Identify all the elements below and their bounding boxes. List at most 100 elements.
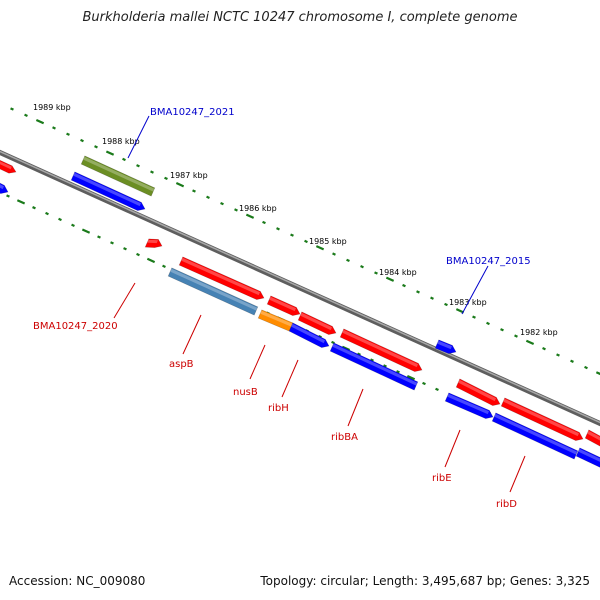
- inner-tick-mark: [146, 257, 156, 264]
- outer-tick-mark: [66, 132, 70, 136]
- tick-label: 1984 kbp: [379, 268, 417, 277]
- callout-label-bma10247-2015[interactable]: BMA10247_2015: [446, 256, 531, 267]
- gene-feature: [0, 182, 9, 194]
- outer-tick-mark: [416, 290, 420, 294]
- inner-tick-mark: [370, 358, 374, 362]
- callout-label-ribd[interactable]: ribD: [496, 499, 517, 510]
- outer-tick-mark: [24, 113, 28, 117]
- outer-tick-mark: [122, 157, 126, 162]
- tick-label: 1987 kbp: [170, 171, 208, 180]
- inner-tick-mark: [422, 381, 426, 386]
- outer-tick-mark: [374, 271, 378, 275]
- inner-tick-mark: [16, 199, 26, 205]
- inner-tick-mark: [81, 228, 91, 234]
- gene-feature-ribBA: [329, 342, 419, 391]
- outer-tick-mark: [472, 315, 476, 319]
- callout-label-nusb[interactable]: nusB: [233, 387, 258, 398]
- inner-tick-mark: [383, 364, 387, 368]
- callout-label-ribe[interactable]: ribE: [432, 473, 452, 484]
- callout-line-ribba: [347, 388, 364, 427]
- callout-label-ribba[interactable]: ribBA: [331, 432, 358, 443]
- outer-tick-mark: [595, 371, 600, 376]
- outer-tick-mark: [500, 328, 504, 332]
- callout-label-ribh[interactable]: ribH: [268, 403, 289, 414]
- outer-tick-mark: [570, 359, 574, 363]
- callout-line-aspb: [182, 314, 202, 355]
- outer-tick-mark: [150, 170, 154, 174]
- callout-line-bma10247-2020: [113, 282, 136, 319]
- gene-feature-ribE: [444, 392, 494, 419]
- inner-tick-mark: [331, 340, 335, 345]
- inner-tick-mark: [32, 206, 36, 210]
- outer-tick-mark: [542, 347, 546, 351]
- outer-tick-mark: [290, 233, 294, 237]
- inner-tick-mark: [396, 370, 400, 374]
- outer-tick-mark: [10, 107, 14, 111]
- outer-tick-mark: [105, 150, 115, 156]
- outer-tick-mark: [245, 213, 255, 219]
- gene-feature: [297, 311, 337, 335]
- inner-tick-mark: [71, 223, 75, 227]
- outer-tick-mark: [175, 182, 185, 188]
- gene-feature: [288, 322, 330, 348]
- inner-tick-mark: [45, 211, 49, 216]
- tick-label: 1989 kbp: [33, 103, 71, 112]
- gene-feature-bma10247-2015: [434, 339, 457, 354]
- callout-line-ribe: [444, 429, 461, 468]
- gene-feature: [178, 256, 265, 300]
- callout-label-bma10247-2020[interactable]: BMA10247_2020: [33, 321, 118, 332]
- outer-tick-mark: [220, 201, 224, 206]
- gene-feature: [144, 238, 163, 248]
- inner-tick-mark: [58, 217, 62, 222]
- outer-tick-mark: [514, 334, 518, 338]
- outer-tick-mark: [262, 220, 266, 225]
- callout-line-nusb: [249, 344, 266, 380]
- inner-tick-mark: [110, 241, 114, 245]
- outer-tick-mark: [35, 118, 45, 125]
- outer-tick-mark: [430, 296, 434, 300]
- genome-summary: Topology: circular; Length: 3,495,687 bp…: [260, 574, 590, 588]
- tick-label: 1988 kbp: [102, 137, 140, 146]
- inner-tick-mark: [435, 387, 439, 392]
- callout-label-bma10247-2021[interactable]: BMA10247_2021: [150, 107, 235, 118]
- callout-label-aspb[interactable]: aspB: [169, 359, 194, 370]
- outer-tick-mark: [192, 189, 196, 193]
- outer-tick-mark: [402, 283, 406, 288]
- gene-feature: [575, 447, 600, 468]
- gene-feature-aspB: [167, 267, 259, 316]
- outer-tick-mark: [315, 245, 325, 251]
- outer-tick-mark: [94, 145, 98, 149]
- chromosome-backbone: [0, 149, 600, 427]
- gene-feature-bma10247-2021: [80, 155, 156, 197]
- tick-label: 1986 kbp: [239, 204, 277, 213]
- inner-tick-mark: [6, 194, 10, 198]
- outer-tick-mark: [444, 302, 448, 307]
- inner-tick-mark: [406, 374, 416, 381]
- gene-feature: [584, 429, 600, 447]
- outer-tick-mark: [360, 265, 364, 269]
- inner-tick-mark: [357, 352, 361, 356]
- map-title: Burkholderia mallei NCTC 10247 chromosom…: [82, 10, 518, 25]
- accession-label: Accession: NC_009080: [9, 574, 146, 588]
- gene-feature: [70, 171, 146, 211]
- gene-feature: [339, 328, 423, 372]
- inner-tick-mark: [162, 264, 166, 268]
- tick-label: 1982 kbp: [520, 328, 558, 337]
- outer-tick-mark: [206, 195, 210, 199]
- outer-tick-mark: [136, 164, 140, 168]
- callout-line-bma10247-2015: [461, 265, 489, 315]
- outer-tick-mark: [346, 258, 350, 263]
- gene-callouts: BMA10247_2021 BMA10247_2015 BMA10247_2020a…: [33, 107, 531, 510]
- outer-tick-mark: [584, 365, 588, 370]
- outer-tick-mark: [332, 252, 336, 256]
- outer-tick-mark: [486, 321, 490, 326]
- callout-line-bma10247-2021: [127, 115, 150, 159]
- gene-feature: [0, 159, 17, 174]
- inner-tick-mark: [341, 345, 351, 351]
- outer-tick-mark: [80, 138, 84, 143]
- gene-feature: [455, 378, 501, 406]
- outer-tick-mark: [164, 176, 168, 181]
- inner-tick-mark: [123, 247, 127, 251]
- outer-tick-mark: [304, 239, 308, 244]
